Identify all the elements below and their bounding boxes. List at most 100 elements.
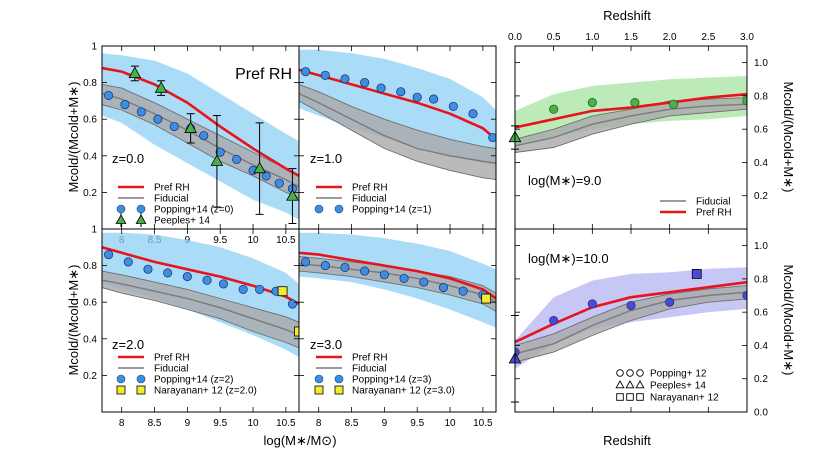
panel-annotation-z3: z=3.0 — [310, 337, 342, 352]
popping-point-z0 — [169, 121, 179, 132]
fiducial-line-m9 — [515, 103, 747, 147]
y-tick-label-m10: 0.0 — [754, 408, 768, 419]
fiducial-band-m9 — [515, 97, 747, 153]
fiducial-band-m10 — [515, 285, 747, 363]
x-tick-label-z3: 8.5 — [345, 418, 359, 429]
popping-point-z0 — [199, 131, 209, 141]
popping-point-z2 — [123, 257, 133, 267]
y-tick-label-z2: 1 — [91, 225, 97, 236]
plot-area-m9 — [515, 75, 747, 153]
x-tick-label-z0: 9.5 — [213, 235, 227, 246]
popping-point-z0 — [215, 147, 225, 157]
popping-point-z0 — [261, 171, 271, 181]
popping-point-z2 — [218, 279, 229, 289]
legend-label-nar3: Narayanan+ 12 (z=3.0) — [352, 386, 455, 397]
x-tick-label-m9: 0.0 — [508, 32, 522, 43]
popping-point-z1 — [468, 109, 478, 119]
legend-marker-nar3 — [334, 385, 344, 395]
popping-point-m9 — [587, 98, 597, 108]
popping-point-z0 — [274, 178, 284, 188]
narayanan-point-z3 — [481, 293, 492, 304]
pref-rh-line-m9 — [515, 92, 747, 129]
legend-label-fid: Fiducial — [154, 194, 188, 205]
legend-marker-pop2 — [136, 374, 146, 384]
y-tick-label-m9: 0.2 — [754, 191, 768, 202]
legend-label-pop3: Popping+14 (z=3) — [352, 375, 432, 386]
right-top-x-axis-label: Redshift — [603, 8, 651, 23]
x-tick-label-z3: 8 — [316, 418, 322, 429]
popping-point-z1 — [396, 87, 406, 97]
popping-point-z2 — [104, 250, 114, 260]
legend-label-pref: Pref RH — [352, 353, 388, 364]
plot-area-z0 — [102, 53, 299, 220]
popping-point-z3 — [399, 273, 409, 283]
x-tick-label-z3: 9 — [382, 418, 388, 429]
x-tick-label-z2: 8 — [119, 418, 125, 429]
legend-marker-peeples — [135, 214, 147, 224]
popping-point-m9 — [630, 98, 640, 108]
popping-point-z0 — [104, 90, 114, 100]
fiducial-line-z1 — [299, 92, 496, 164]
popping-point-z3 — [419, 277, 429, 287]
legend-label-pop0: Popping+14 (z=0) — [154, 205, 234, 216]
x-tick-label-z2: 9.5 — [213, 418, 227, 429]
obs-legend-marker-nar12 — [616, 393, 624, 401]
fiducial-line-z2 — [102, 279, 299, 336]
popping-point-z0 — [120, 100, 130, 110]
x-tick-label-z2: 9 — [185, 418, 191, 429]
panel-annotation-m10: log(M∗)=10.0 — [528, 251, 609, 266]
x-tick-label-z2: 8.5 — [148, 418, 162, 429]
x-tick-label-m9: 2.5 — [701, 32, 715, 43]
legend-label-pop1: Popping+14 (z=1) — [352, 205, 432, 216]
x-tick-label-m9: 0.5 — [547, 32, 561, 43]
popping-point-z2 — [143, 264, 153, 274]
right-y-axis-label-top: Mcold/(Mcold+M∗) — [781, 82, 796, 193]
panel-title-z0: Pref RH — [235, 66, 292, 83]
y-tick-label-z0: 0.6 — [83, 115, 97, 126]
fiducial-band-z1 — [299, 83, 496, 181]
peeples-point-z0 — [286, 189, 299, 201]
plot-area-z2 — [102, 232, 299, 358]
panel-m10: 0.0 0.2 0.4 0.6 0.8 1.0 log(M∗)=10.0 Popping+ 1… — [508, 228, 768, 419]
popping-point-z1 — [301, 67, 311, 77]
peeples-point-z0 — [210, 154, 224, 166]
obs-legend-marker-peeples14 — [635, 380, 645, 389]
y-tick-label-z2: 0.8 — [83, 261, 97, 272]
peeples-point-z0 — [128, 66, 142, 79]
left-y-axis-label-top: Mcold/(Mcold+M∗) — [66, 82, 81, 193]
popping-point-z2 — [255, 284, 265, 294]
x-tick-label-z2: 10 — [247, 418, 259, 429]
popping-point-z2 — [182, 272, 192, 282]
panel-annotation-z1: z=1.0 — [310, 151, 342, 166]
popping-point-z0 — [232, 154, 242, 165]
obs-legend-marker-pop12 — [626, 369, 634, 377]
popping-point-z3 — [379, 270, 389, 280]
y-tick-label-m10: 0.4 — [754, 341, 768, 352]
popping-point-m10 — [587, 299, 597, 309]
left-x-axis-label: log(M∗/M⊙) — [263, 433, 336, 448]
y-tick-label-m9: 0.4 — [754, 158, 768, 169]
pref-rh-line-z3 — [299, 251, 496, 300]
x-tick-label-z2: 10.5 — [276, 418, 296, 429]
popping-point-z1 — [340, 74, 350, 84]
peeples-point-z0 — [253, 161, 266, 174]
x-tick-label-z3: 10.5 — [473, 418, 493, 429]
y-tick-label-m10: 0.8 — [754, 274, 768, 285]
x-tick-label-z0: 10.5 — [276, 235, 296, 246]
legend-label-pop2: Popping+14 (z=2) — [154, 375, 234, 386]
popping-point-z2 — [163, 268, 173, 278]
legend-marker-pop0 — [136, 204, 146, 214]
legend-label-fid: Fiducial — [696, 197, 730, 208]
x-tick-label-m9: 1.0 — [585, 32, 599, 43]
plot-area-z3 — [299, 232, 496, 328]
fiducial-line-m10 — [515, 291, 747, 355]
popping-point-z1 — [448, 101, 458, 111]
y-tick-label-z0: 0.4 — [83, 151, 97, 162]
